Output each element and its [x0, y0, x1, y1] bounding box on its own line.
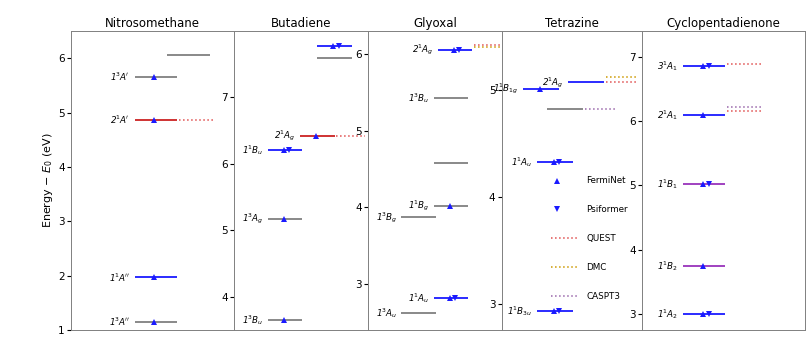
Title: Glyoxal: Glyoxal: [413, 17, 457, 30]
Text: 1$^1$B$_1$: 1$^1$B$_1$: [657, 177, 678, 191]
Text: FermiNet: FermiNet: [586, 176, 625, 185]
Text: 2$^1$A$_g$: 2$^1$A$_g$: [274, 129, 295, 143]
Text: 1$^1$B$_2$: 1$^1$B$_2$: [657, 259, 678, 273]
Text: 1$^1$A$_u$: 1$^1$A$_u$: [408, 291, 429, 305]
Title: Tetrazine: Tetrazine: [545, 17, 599, 30]
Text: CASPT3: CASPT3: [586, 291, 620, 301]
Text: QUEST: QUEST: [586, 234, 616, 243]
Text: 1$^1$A$_u$: 1$^1$A$_u$: [511, 155, 533, 169]
Text: 1$^1$A$''$: 1$^1$A$''$: [109, 271, 130, 284]
Text: 1$^3$A$'$: 1$^3$A$'$: [111, 71, 130, 83]
Text: 1$^1$B$_u$: 1$^1$B$_u$: [242, 143, 264, 157]
Text: 1$^3$A$_g$: 1$^3$A$_g$: [242, 212, 264, 226]
Text: 2$^1$A$_1$: 2$^1$A$_1$: [657, 108, 678, 121]
Text: 3$^1$A$_1$: 3$^1$A$_1$: [657, 60, 678, 73]
Text: 2$^1$A$_g$: 2$^1$A$_g$: [542, 75, 563, 89]
Text: 1$^3$A$_u$: 1$^3$A$_u$: [376, 307, 397, 320]
Text: DMC: DMC: [586, 263, 606, 272]
Text: 1$^1$B$_{3u}$: 1$^1$B$_{3u}$: [508, 304, 533, 318]
Text: 1$^1$B$_g$: 1$^1$B$_g$: [408, 199, 429, 213]
Text: 2$^1$A$'$: 2$^1$A$'$: [111, 114, 130, 126]
Text: 1$^3$B$_u$: 1$^3$B$_u$: [242, 313, 264, 327]
Y-axis label: Energy $-$ $E_0$ (eV): Energy $-$ $E_0$ (eV): [41, 133, 56, 228]
Text: 1$^1$A$_2$: 1$^1$A$_2$: [657, 307, 678, 321]
Text: 1$^3$B$_g$: 1$^3$B$_g$: [376, 210, 397, 225]
Title: Nitrosomethane: Nitrosomethane: [105, 17, 200, 30]
Text: Psiformer: Psiformer: [586, 205, 628, 214]
Text: 1$^3$A$''$: 1$^3$A$''$: [109, 316, 130, 328]
Text: 1$^1$B$_{1g}$: 1$^1$B$_{1g}$: [493, 82, 519, 96]
Title: Butadiene: Butadiene: [271, 17, 332, 30]
Text: 2$^1$A$_g$: 2$^1$A$_g$: [412, 43, 433, 57]
Text: 1$^3$B$_u$: 1$^3$B$_u$: [408, 91, 429, 105]
Title: Cyclopentadienone: Cyclopentadienone: [667, 17, 780, 30]
